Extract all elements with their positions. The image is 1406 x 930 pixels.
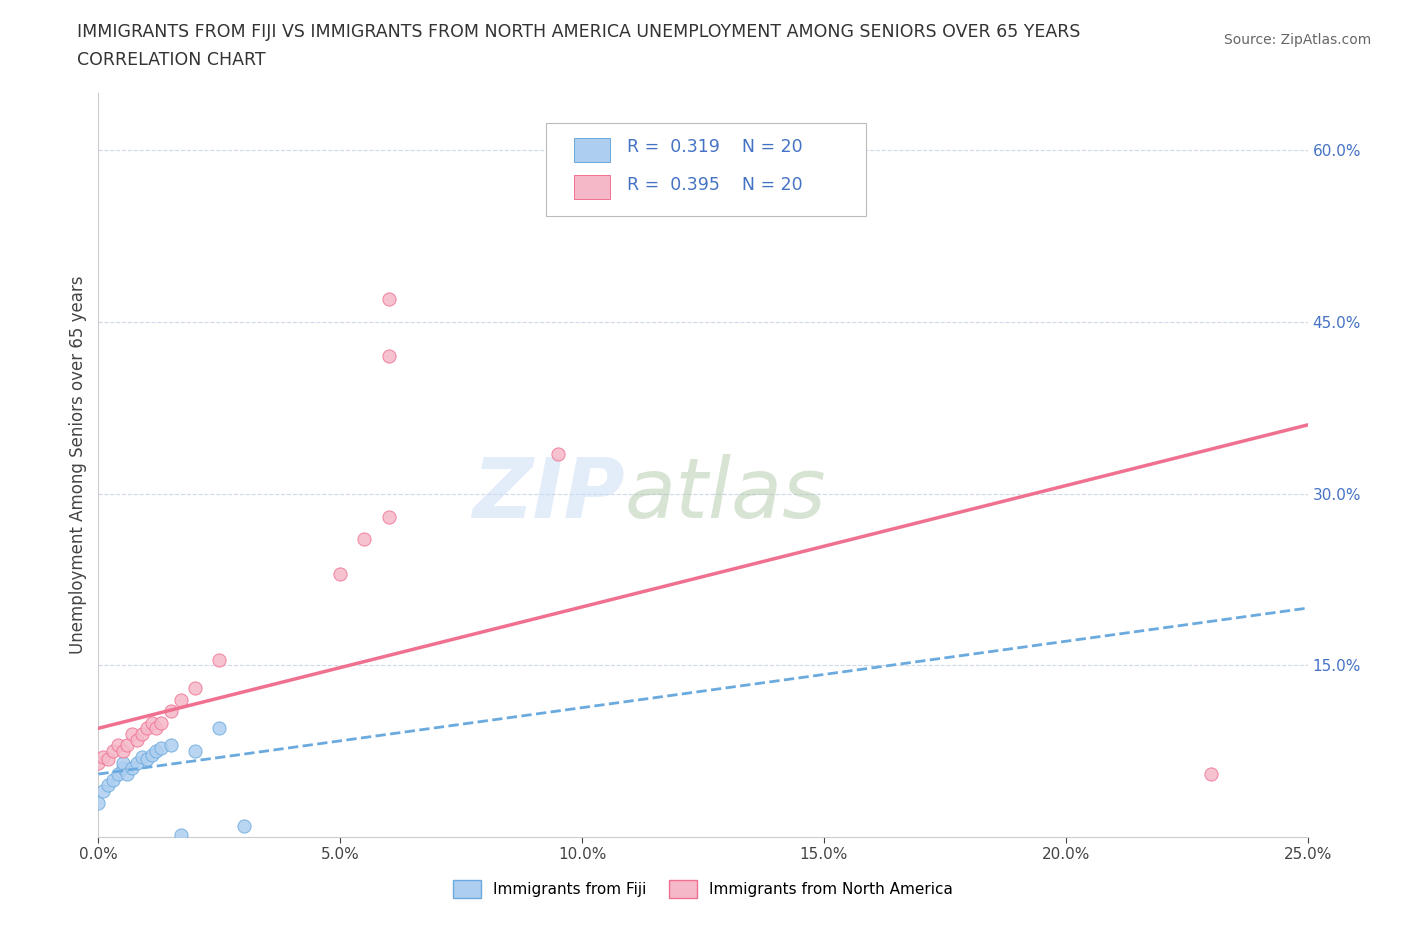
Point: [117, 766, 139, 781]
Point: [97, 778, 120, 793]
Point: [87, 795, 110, 810]
Point: [135, 721, 157, 736]
Point: [145, 721, 167, 736]
Point: [127, 732, 149, 747]
Point: [169, 828, 191, 843]
Point: [127, 755, 149, 770]
Point: [160, 738, 183, 753]
Point: [121, 726, 143, 741]
Point: [208, 721, 231, 736]
Text: Source: ZipAtlas.com: Source: ZipAtlas.com: [1223, 33, 1371, 46]
Point: [101, 772, 124, 787]
Point: [150, 715, 173, 730]
Y-axis label: Unemployment Among Seniors over 65 years: Unemployment Among Seniors over 65 years: [69, 276, 87, 654]
Point: [91, 784, 114, 799]
Point: [1199, 766, 1222, 781]
Point: [169, 692, 191, 707]
Text: R =  0.319    N = 20: R = 0.319 N = 20: [627, 139, 803, 156]
Text: CORRELATION CHART: CORRELATION CHART: [77, 51, 266, 69]
Point: [107, 766, 129, 781]
Legend: Immigrants from Fiji, Immigrants from North America: Immigrants from Fiji, Immigrants from No…: [447, 874, 959, 904]
Point: [117, 738, 139, 753]
Point: [184, 681, 207, 696]
Point: [101, 744, 124, 759]
Point: [121, 761, 143, 776]
Point: [232, 818, 254, 833]
Point: [97, 751, 120, 766]
Text: atlas: atlas: [624, 454, 827, 536]
Point: [141, 747, 163, 762]
Point: [329, 566, 352, 581]
Point: [91, 750, 114, 764]
Point: [131, 726, 153, 741]
Text: ZIP: ZIP: [472, 454, 624, 536]
Point: [208, 652, 231, 667]
Point: [135, 751, 157, 766]
Point: [377, 509, 399, 524]
Point: [160, 704, 183, 719]
Point: [141, 715, 163, 730]
Point: [111, 761, 134, 776]
Point: [145, 744, 167, 759]
Point: [87, 755, 110, 770]
Point: [353, 532, 375, 547]
Point: [377, 292, 399, 307]
Point: [184, 744, 207, 759]
Point: [150, 740, 173, 755]
Text: R =  0.395    N = 20: R = 0.395 N = 20: [627, 176, 803, 193]
FancyBboxPatch shape: [546, 123, 866, 216]
Point: [111, 755, 134, 770]
Point: [547, 446, 569, 461]
Point: [377, 349, 399, 364]
Point: [111, 744, 134, 759]
FancyBboxPatch shape: [574, 138, 610, 162]
Point: [131, 750, 153, 764]
Point: [107, 738, 129, 753]
Text: IMMIGRANTS FROM FIJI VS IMMIGRANTS FROM NORTH AMERICA UNEMPLOYMENT AMONG SENIORS: IMMIGRANTS FROM FIJI VS IMMIGRANTS FROM …: [77, 23, 1081, 41]
FancyBboxPatch shape: [574, 175, 610, 199]
